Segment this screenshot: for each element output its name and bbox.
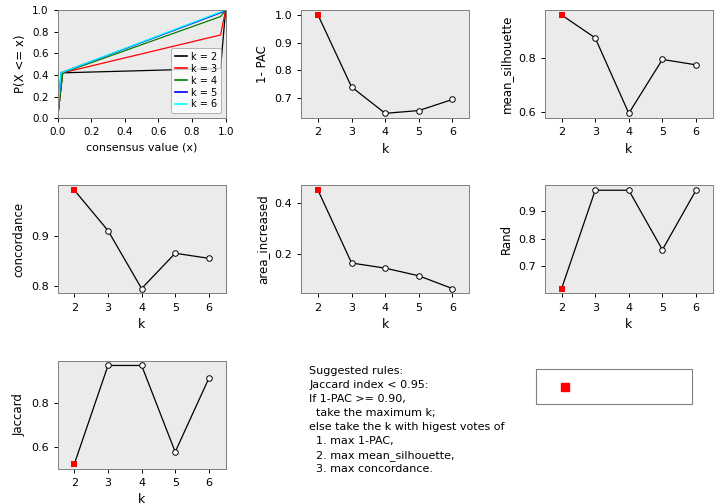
Text: else take the k with higest votes of: else take the k with higest votes of [310,422,505,432]
Text: 2. max mean_silhouette,: 2. max mean_silhouette, [310,451,455,461]
X-axis label: consensus value (x): consensus value (x) [86,143,197,153]
X-axis label: k: k [138,493,145,504]
Legend: k = 2, k = 3, k = 4, k = 5, k = 6: k = 2, k = 3, k = 4, k = 5, k = 6 [171,48,221,113]
Text: 1. max 1-PAC,: 1. max 1-PAC, [310,436,394,446]
Y-axis label: P(X <= x): P(X <= x) [14,35,27,93]
Y-axis label: Rand: Rand [500,224,513,255]
Text: best k: best k [602,380,640,393]
Y-axis label: 1- PAC: 1- PAC [256,45,269,83]
X-axis label: k: k [382,318,389,331]
Text: 3. max concordance.: 3. max concordance. [310,464,433,474]
Text: Jaccard index < 0.95:: Jaccard index < 0.95: [310,380,429,390]
Y-axis label: area_increased: area_increased [256,195,269,284]
Y-axis label: mean_silhouette: mean_silhouette [500,15,513,113]
Text: take the maximum k;: take the maximum k; [310,408,436,418]
X-axis label: k: k [138,318,145,331]
X-axis label: k: k [625,143,632,156]
Y-axis label: concordance: concordance [12,202,25,277]
Text: Suggested rules:: Suggested rules: [310,366,403,376]
X-axis label: k: k [382,143,389,156]
Text: If 1-PAC >= 0.90,: If 1-PAC >= 0.90, [310,394,406,404]
X-axis label: k: k [625,318,632,331]
Y-axis label: Jaccard: Jaccard [12,393,25,436]
